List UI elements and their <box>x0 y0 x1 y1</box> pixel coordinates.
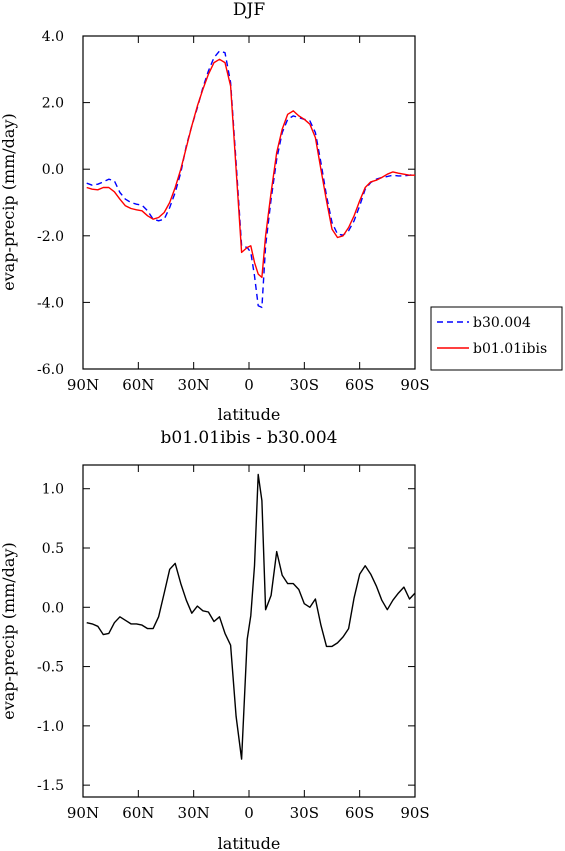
bottom-x-axis-label: latitude <box>218 834 281 851</box>
y-tick-label: -6.0 <box>37 362 64 378</box>
bottom-plot-area: 90N 60N 30N 0 30S 60S 90S -1.5 -1.0 -0.5 0.0 0.5 1.0 <box>37 464 430 822</box>
legend-item-b30-004: b30.004 <box>437 315 531 331</box>
x-tick-label: 90N <box>67 804 99 822</box>
x-tick-label: 60S <box>345 376 374 394</box>
top-plot-area: 90N 60N 30N 0 30S 60S 90S -6.0 -4.0 -2.0 0.0 2.0 4.0 <box>37 29 430 394</box>
top-chart-panel: DJF 90N 60N 30N 0 30S 60S 90S -6.0 -4.0 -2.0 0.0 2.… <box>0 0 563 424</box>
top-y-axis-label: evap-precip (mm/day) <box>0 113 18 291</box>
x-tick-label: 30N <box>178 804 210 822</box>
legend-item-b01-01ibis: b01.01ibis <box>437 341 547 357</box>
x-tick-label: 30N <box>178 376 210 394</box>
bottom-y-axis-label: evap-precip (mm/day) <box>0 542 18 720</box>
x-tick-label: 90S <box>400 804 429 822</box>
x-tick-label: 90N <box>67 376 99 394</box>
top-chart-title: DJF <box>233 0 265 20</box>
y-tick-label: 1.0 <box>42 482 64 498</box>
y-tick-label: -0.5 <box>37 660 64 676</box>
x-tick-label: 60S <box>345 804 374 822</box>
x-tick-label: 30S <box>290 804 319 822</box>
y-tick-label: 0.0 <box>42 162 64 178</box>
x-tick-label: 60N <box>122 804 154 822</box>
legend: b30.004 b01.01ibis <box>430 306 563 371</box>
legend-label-b01-01ibis: b01.01ibis <box>473 341 547 357</box>
y-tick-label: 0.0 <box>42 600 64 616</box>
x-tick-label: 60N <box>122 376 154 394</box>
legend-box <box>430 306 563 371</box>
legend-label-b30-004: b30.004 <box>473 315 531 331</box>
series-line-b01-01ibis <box>86 58 415 279</box>
y-tick-label: -1.5 <box>37 778 64 794</box>
y-tick-label: -1.0 <box>37 719 64 735</box>
plot-frame <box>82 35 416 370</box>
bottom-chart-title: b01.01ibis - b30.004 <box>161 428 338 448</box>
x-tick-label: 0 <box>244 376 254 394</box>
series-line-difference <box>86 473 416 760</box>
y-tick-label: -2.0 <box>37 229 64 245</box>
top-x-axis-label: latitude <box>218 405 281 424</box>
y-tick-label: 0.5 <box>42 541 64 557</box>
series-line-b30-004 <box>86 50 416 309</box>
y-tick-label: -4.0 <box>37 295 64 311</box>
y-tick-label: 2.0 <box>42 96 64 112</box>
bottom-chart-panel: b01.01ibis - b30.004 90N 60N 30N 0 30S 60S 90S… <box>0 428 430 851</box>
x-tick-label: 90S <box>400 376 429 394</box>
x-tick-label: 0 <box>244 804 254 822</box>
y-tick-label: 4.0 <box>42 29 64 45</box>
x-tick-label: 30S <box>290 376 319 394</box>
